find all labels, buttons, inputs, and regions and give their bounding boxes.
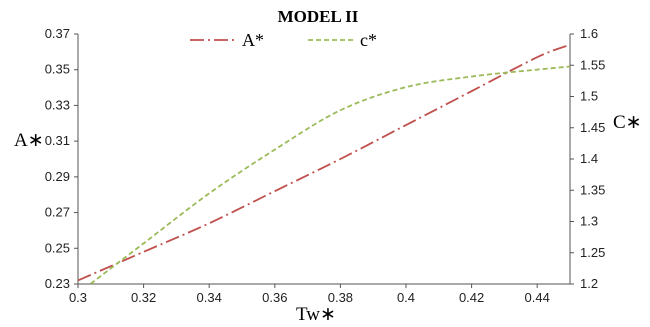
ticks: 0.3 0.32 0.34 0.36 0.38 0.4 0.42 0.44 0.23 0.25 0.…	[45, 26, 606, 305]
legend: A* c*	[190, 30, 377, 50]
y-axis-left-label: A∗	[14, 130, 44, 151]
x-tick-label: 0.36	[262, 290, 287, 305]
x-tick-label: 0.4	[397, 290, 415, 305]
y-left-tick-label: 0.35	[45, 62, 70, 77]
series-layer	[78, 43, 570, 284]
x-tick-label: 0.38	[328, 290, 353, 305]
y-right-tick-label: 1.35	[580, 182, 605, 197]
y-left-tick-label: 0.23	[45, 276, 70, 291]
y-left-tick-label: 0.29	[45, 169, 70, 184]
y-right-tick-label: 1.5	[580, 89, 598, 104]
x-tick-label: 0.42	[459, 290, 484, 305]
legend-label: c*	[360, 30, 377, 50]
legend-label: A*	[242, 30, 264, 50]
x-tick-label: 0.32	[131, 290, 156, 305]
y-right-tick-label: 1.25	[580, 245, 605, 260]
y-left-tick-label: 0.31	[45, 133, 70, 148]
y-right-tick-label: 1.6	[580, 26, 598, 41]
y-left-tick-label: 0.33	[45, 97, 70, 112]
x-tick-label: 0.44	[525, 290, 550, 305]
x-tick-label: 0.3	[69, 290, 87, 305]
y-left-tick-label: 0.27	[45, 205, 70, 220]
y-right-tick-label: 1.45	[580, 120, 605, 135]
y-right-tick-label: 1.55	[580, 57, 605, 72]
y-right-tick-label: 1.4	[580, 151, 598, 166]
x-tick-label: 0.34	[197, 290, 222, 305]
chart-title: MODEL II	[278, 7, 359, 26]
y-right-tick-label: 1.3	[580, 214, 598, 229]
y-axis-right-label: C∗	[613, 112, 642, 133]
axes	[77, 34, 571, 285]
series-line-a	[78, 43, 570, 282]
y-right-tick-label: 1.2	[580, 276, 598, 291]
y-left-tick-label: 0.37	[45, 26, 70, 41]
y-left-tick-label: 0.25	[45, 240, 70, 255]
x-axis-label: Tw∗	[296, 304, 336, 325]
series-line-c	[88, 65, 570, 284]
